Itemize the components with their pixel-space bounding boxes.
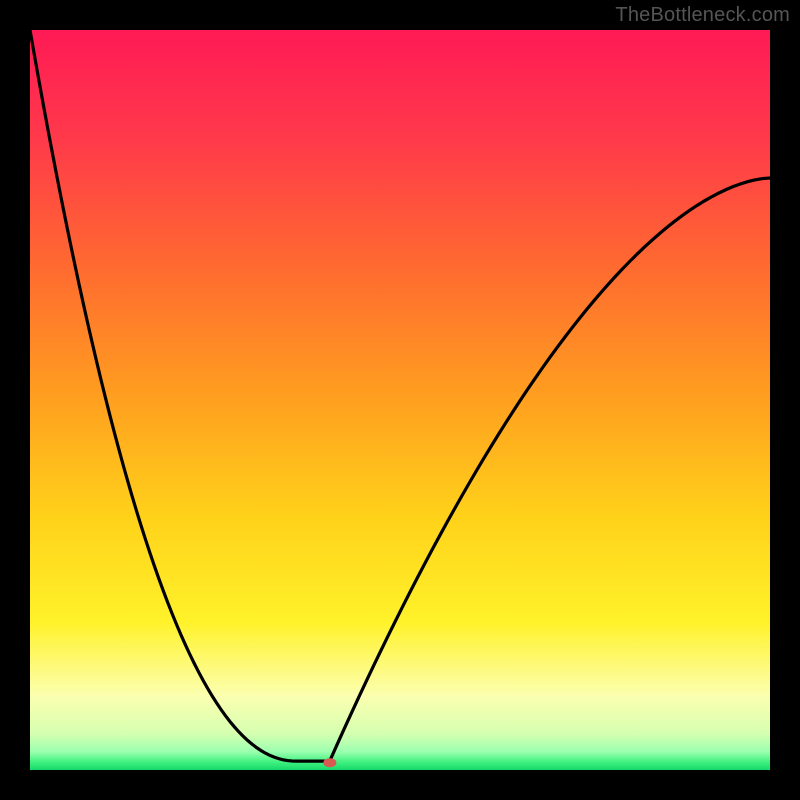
plot-area	[30, 30, 770, 770]
optimal-point-marker	[323, 758, 336, 768]
watermark-text: TheBottleneck.com	[615, 4, 790, 27]
curve-path	[30, 30, 770, 761]
chart-container: TheBottleneck.com	[0, 0, 800, 800]
bottleneck-curve	[30, 30, 770, 770]
